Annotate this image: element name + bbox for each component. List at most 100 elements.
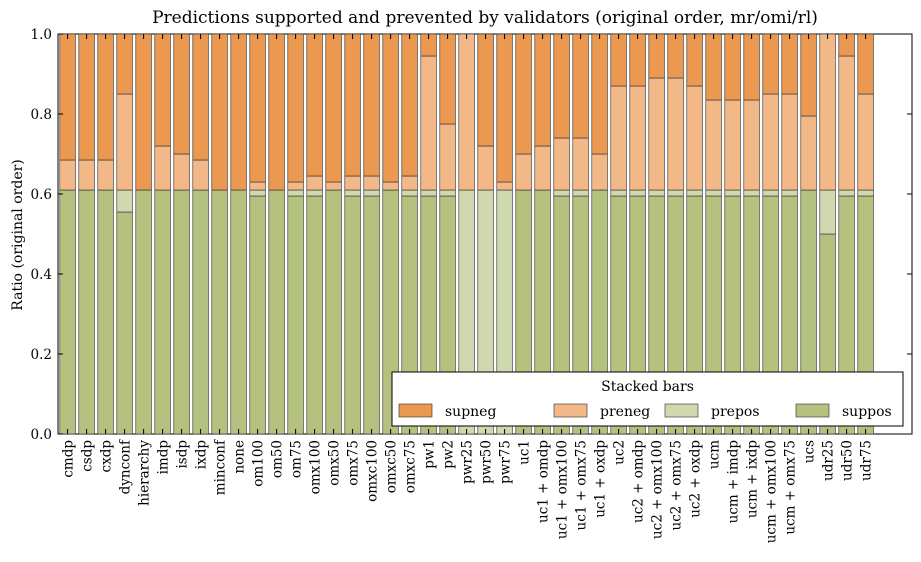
bar-preneg-29 [610,85,627,191]
bar-supneg-34 [705,33,722,101]
legend-swatch-prepos [664,403,699,418]
bar-preneg-21 [458,33,475,191]
x-tick-label: hierarchy [137,440,153,506]
x-tick-label: dynconf [118,439,134,494]
legend-label-preneg: preneg [600,404,650,420]
bar-preneg-1 [78,159,95,191]
x-tick-label: ucm [707,440,723,469]
bar-preneg-40 [819,33,836,191]
bar-supneg-39 [800,33,817,117]
bar-supneg-37 [762,33,779,95]
bar-prepos-32 [667,189,684,197]
bar-prepos-13 [306,189,323,197]
x-tick-label: uc2 [612,440,628,465]
bar-preneg-27 [572,137,589,191]
x-tick-label: pwr50 [479,440,495,484]
bar-prepos-38 [781,189,798,197]
bar-prepos-12 [287,189,304,197]
bar-suppos-12 [287,195,304,435]
x-tick-label: om100 [251,440,267,487]
bar-prepos-29 [610,189,627,197]
bar-preneg-32 [667,77,684,191]
x-tick-label: ucm + ixdp [745,440,761,518]
x-tick-label: uc1 + oxdp [593,440,609,518]
bar-preneg-28 [591,153,608,191]
y-tick-label: 0.2 [31,347,52,363]
bar-preneg-15 [344,175,361,191]
bar-prepos-33 [686,189,703,197]
bar-preneg-35 [724,99,741,191]
y-tick-label: 0.4 [31,267,52,283]
x-tick-label: pw2 [441,440,457,469]
y-tick-label: 0.8 [31,107,52,123]
bar-prepos-19 [420,189,437,197]
bar-suppos-13 [306,195,323,435]
bar-preneg-30 [629,85,646,191]
bar-prepos-10 [249,189,266,197]
bar-suppos-7 [192,189,209,435]
bar-preneg-6 [173,153,190,191]
x-tick-label: om75 [289,440,305,478]
bar-supneg-10 [249,33,266,183]
x-tick-label: uc1 + omdp [536,440,552,523]
x-tick-label: uc2 + oxdp [688,440,704,518]
bar-suppos-6 [173,189,190,435]
bar-supneg-0 [59,33,76,161]
y-tick-label: 1.0 [31,27,52,43]
bar-supneg-36 [743,33,760,101]
bar-prepos-3 [116,189,133,213]
x-tick-label: imdp [156,440,172,474]
bar-prepos-34 [705,189,722,197]
bar-supneg-23 [496,33,513,183]
bar-preneg-19 [420,55,437,191]
bar-prepos-35 [724,189,741,197]
bar-supneg-30 [629,33,646,87]
bar-prepos-42 [857,189,874,197]
bars-group [59,33,874,435]
bar-supneg-33 [686,33,703,87]
bar-prepos-31 [648,189,665,197]
legend: Stacked bars supneg preneg prepos suppos [391,371,904,427]
bar-prepos-20 [439,189,456,197]
bar-supneg-6 [173,33,190,155]
x-tick-label: ucm + imdp [726,440,742,523]
legend-swatch-suppos [795,403,830,418]
bar-prepos-41 [838,189,855,197]
legend-swatch-preneg [553,403,588,418]
bar-preneg-39 [800,115,817,191]
x-tick-label: uc1 [517,440,533,465]
bar-supneg-7 [192,33,209,161]
x-tick-label: ixdp [194,440,210,469]
bar-supneg-38 [781,33,798,95]
bar-preneg-38 [781,93,798,191]
bar-prepos-37 [762,189,779,197]
bar-supneg-42 [857,33,874,95]
bar-preneg-17 [382,181,399,191]
bar-preneg-36 [743,99,760,191]
bar-preneg-3 [116,93,133,191]
bar-preneg-12 [287,181,304,191]
bar-supneg-17 [382,33,399,183]
bar-supneg-35 [724,33,741,101]
x-tick-label: udr75 [859,440,875,481]
bar-preneg-2 [97,159,114,191]
bar-preneg-24 [515,153,532,191]
y-axis-label: Ratio (original order) [10,159,26,311]
x-tick-label: omxc75 [403,440,419,493]
bar-preneg-7 [192,159,209,191]
x-tick-label: omx50 [327,440,343,486]
x-tick-label: cmdp [61,440,77,478]
bar-preneg-20 [439,123,456,191]
bar-preneg-31 [648,77,665,191]
bar-supneg-11 [268,33,285,191]
x-tick-label: omxc100 [365,440,381,502]
bar-supneg-15 [344,33,361,177]
bar-preneg-16 [363,175,380,191]
x-tick-label: csdp [80,440,96,472]
x-tick-label: uc2 + omx100 [650,440,666,539]
legend-label-supneg: supneg [445,404,496,420]
bar-prepos-36 [743,189,760,197]
bar-suppos-8 [211,189,228,435]
